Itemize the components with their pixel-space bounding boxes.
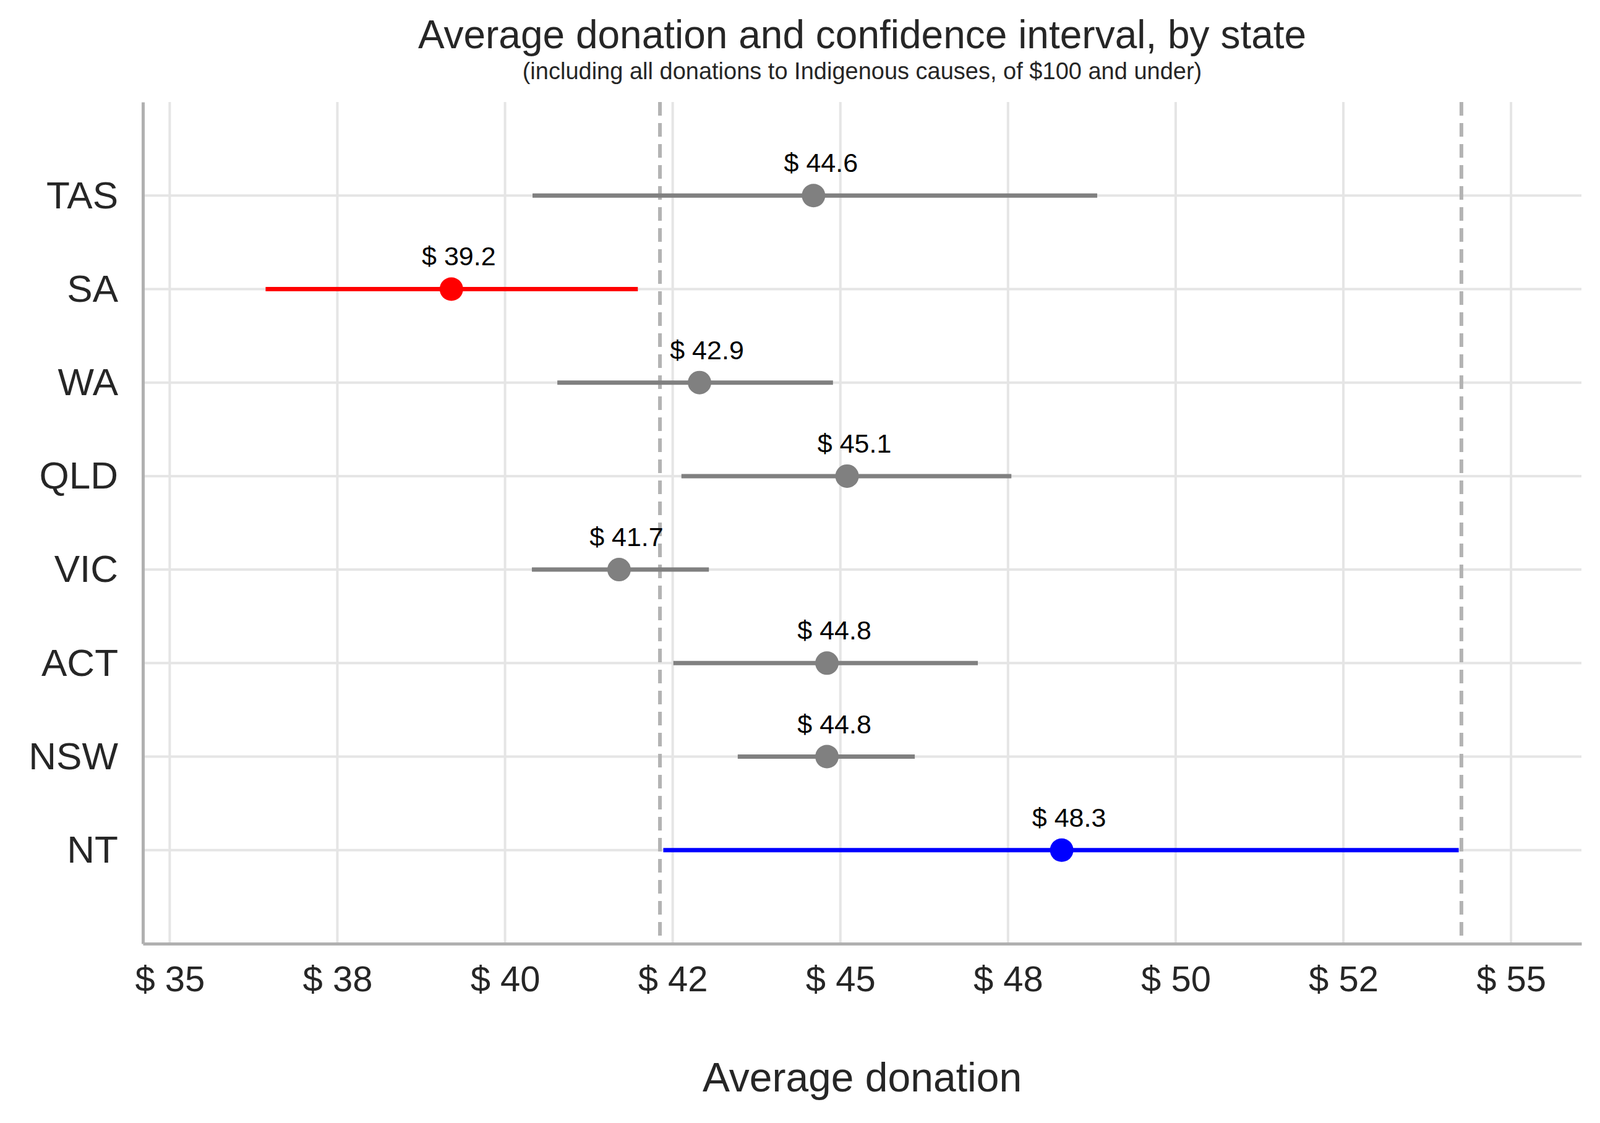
data-labels: $ 44.6 $ 39.2 $ 42.9 $ 45.1 $ 41.7 $ 44.8 $ 44… [421, 147, 1106, 833]
grid-line-x [1006, 102, 1010, 944]
x-tick-label: $ 42 [638, 958, 709, 999]
y-tick-label: TAS [46, 173, 119, 217]
y-tick-label: SA [66, 267, 119, 310]
grid [142, 102, 1582, 944]
y-tick: ACT [41, 641, 143, 685]
x-tick: $ 52 [1308, 943, 1379, 999]
x-tick-label: $ 35 [134, 958, 205, 999]
title: Average donation and confidence interval… [418, 12, 1307, 57]
data-label: $ 42.9 [669, 335, 745, 365]
subtitle: (including all donations to Indigenous c… [522, 58, 1203, 85]
grid-line-x [504, 102, 507, 944]
grid-line-y [142, 194, 1582, 197]
y-tick: NSW [28, 734, 143, 778]
x-tick: $ 35 [134, 943, 205, 999]
grid-line-y [142, 661, 1582, 665]
x-tick: $ 45 [805, 943, 876, 999]
grid-line-y [142, 568, 1582, 571]
chart: $ 44.6 $ 39.2 $ 42.9 $ 45.1 $ 41.7 $ 44.8 $ 44… [0, 0, 1600, 1123]
grid-line-y [142, 474, 1582, 478]
mean-dot [815, 745, 839, 769]
x-tick-label: $ 52 [1308, 958, 1379, 999]
y-axis-line [141, 102, 145, 945]
x-axis: $ 35 $ 38 $ 40 $ 42 $ 45 $ 48 $ 50 $ 52 $ 55 [134, 943, 1582, 999]
y-tick: NT [66, 828, 143, 871]
y-tick: WA [57, 360, 143, 404]
grid-line-x [335, 102, 339, 944]
y-axis: TAS SA WA QLD VIC ACT NSW NT [28, 102, 143, 945]
x-tick-label: $ 38 [303, 958, 373, 999]
y-tick-label: WA [57, 360, 119, 404]
data-label: $ 39.2 [421, 241, 497, 271]
x-tick-label: $ 55 [1476, 958, 1547, 999]
y-tick: SA [66, 267, 143, 310]
mean-dot [835, 464, 860, 488]
grid-line-x [1174, 102, 1177, 944]
y-tick: TAS [46, 173, 143, 217]
grid-line-x [671, 102, 675, 944]
data-label: $ 44.6 [784, 147, 859, 178]
y-tick-label: NSW [28, 734, 119, 778]
x-tick: $ 55 [1476, 943, 1547, 999]
mean-dot [801, 183, 826, 208]
grid-line-x [168, 102, 171, 944]
reference-line [1459, 102, 1464, 944]
grid-line-x [1509, 102, 1513, 944]
mean-dot [607, 557, 631, 582]
x-tick-label: $ 45 [805, 958, 876, 999]
x-tick-label: $ 50 [1141, 958, 1211, 999]
data-label: $ 44.8 [797, 615, 872, 646]
x-tick: $ 40 [470, 943, 541, 999]
grid-line-y [142, 287, 1582, 291]
x-axis-line [143, 942, 1583, 946]
grid-line-x [1342, 102, 1345, 944]
y-tick-label: ACT [41, 641, 119, 685]
x-tick: $ 48 [973, 943, 1044, 999]
x-tick-label: $ 48 [973, 958, 1044, 999]
data-label: $ 41.7 [589, 521, 664, 552]
mean-dot [1050, 838, 1074, 863]
plot: $ 44.6 $ 39.2 $ 42.9 $ 45.1 $ 41.7 $ 44.8 $ 44… [28, 102, 1582, 999]
y-tick-label: VIC [54, 547, 119, 591]
y-tick-label: QLD [39, 453, 119, 497]
grid-line-x [839, 102, 842, 944]
x-tick: $ 50 [1141, 943, 1211, 999]
y-tick: QLD [39, 453, 143, 497]
x-tick: $ 38 [303, 943, 373, 999]
x-tick-label: $ 40 [470, 958, 541, 999]
mean-dot [815, 651, 839, 675]
y-tick: VIC [54, 547, 143, 591]
mean-dot [687, 371, 712, 395]
x-tick: $ 42 [638, 943, 709, 999]
data-label: $ 48.3 [1032, 802, 1107, 833]
mean-dot [439, 277, 464, 301]
y-tick-label: NT [66, 828, 119, 871]
grid-line-y [142, 849, 1582, 852]
data-label: $ 44.8 [797, 709, 872, 740]
data-label: $ 45.1 [817, 428, 892, 459]
grid-line-y [142, 381, 1582, 385]
marks [265, 102, 1461, 944]
grid-line-y [142, 755, 1582, 759]
x-axis-title: Average donation [702, 1054, 1022, 1101]
